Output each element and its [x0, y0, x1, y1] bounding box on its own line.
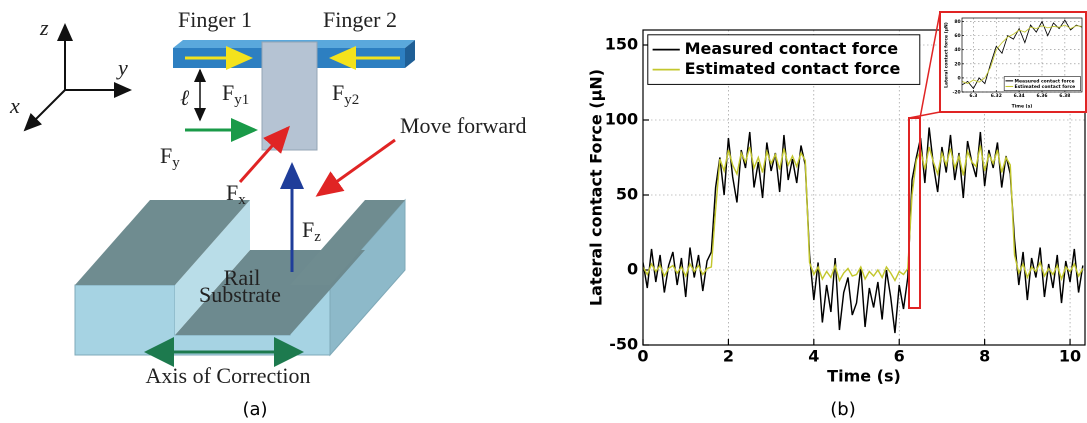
y-tick-label: 20	[954, 61, 960, 67]
substrate-top-right	[290, 200, 405, 285]
zoom-box	[908, 117, 921, 309]
x-axis-label: Time (s)	[827, 367, 901, 386]
label: F	[302, 217, 314, 242]
caption: (b)	[830, 399, 855, 420]
rail-wall	[175, 200, 250, 335]
y-axis-label: Lateral contact Force (µN)	[587, 69, 606, 306]
y-tick-label: 50	[616, 185, 638, 204]
label: z	[314, 229, 321, 245]
label: Axis of Correction	[146, 363, 311, 388]
x-tick-label: 6.38	[1059, 93, 1070, 99]
x-tick-label: 6.3	[969, 93, 977, 99]
x-tick-label: 6	[894, 347, 905, 366]
x-axis-label: Time (s)	[1012, 104, 1033, 110]
x-tick-label: 6.32	[991, 93, 1002, 99]
force-label: Fz	[302, 217, 321, 245]
force-label: Fy1	[222, 80, 249, 108]
zoom-connector	[919, 11, 941, 119]
legend-label: Estimated contact force	[685, 59, 901, 78]
label: Rail	[224, 265, 261, 290]
label: Finger 1	[178, 7, 252, 32]
plot-frame	[961, 17, 1083, 93]
label: F	[226, 180, 238, 205]
x-tick-label: 8	[979, 347, 990, 366]
y-tick-label: 40	[954, 47, 960, 53]
y-tick-label: 150	[605, 35, 638, 54]
axis-label: x	[9, 93, 20, 118]
series-line	[643, 127, 1084, 334]
legend-box	[1003, 76, 1081, 91]
label: ℓ	[180, 85, 190, 110]
label: Substrate	[199, 282, 281, 307]
label: Move forward	[400, 113, 526, 138]
series-line	[962, 24, 1082, 85]
y-tick-label: -50	[609, 335, 638, 354]
finger-side	[405, 40, 415, 68]
force-label: Fy2	[332, 80, 359, 108]
legend-label: Measured contact force	[685, 39, 899, 58]
label: F	[160, 143, 172, 168]
y-axis-label: Lateral contact force (µN)	[944, 22, 950, 88]
legend-label: Estimated contact force	[1015, 84, 1076, 90]
x-tick-label: 0	[637, 347, 648, 366]
y-tick-label: 100	[605, 110, 638, 129]
x-tick-label: 6.34	[1014, 93, 1025, 99]
axis-label: y	[116, 55, 128, 80]
series-line	[962, 19, 1082, 90]
label: Finger 2	[323, 7, 397, 32]
label: y1	[234, 92, 249, 108]
inset-plot: -20 0 20 40 60 80 6.3 6.32 6.34 6.36 6.38 Time (s) L…	[944, 17, 1083, 110]
force-label: Fy	[160, 143, 180, 171]
y-tick-label: -20	[953, 90, 961, 96]
force-label: Fx	[226, 180, 246, 208]
label: y	[172, 155, 180, 171]
label: x	[238, 192, 246, 208]
legend-label: Measured contact force	[1015, 78, 1075, 84]
axis-arrow	[23, 89, 66, 132]
probe	[261, 41, 318, 151]
y-tick-label: 0	[958, 75, 961, 81]
label: y2	[344, 92, 359, 108]
caption: (a)	[242, 399, 267, 420]
y-tick-label: 80	[954, 19, 960, 25]
diagram: z y x Finger 1 Finger 2 ℓ Fy1 Fy2 Fy Fx …	[9, 7, 526, 388]
y-tick-label: 0	[627, 260, 638, 279]
label: F	[332, 80, 344, 105]
substrate-top-left	[75, 200, 250, 285]
arrow	[315, 138, 396, 197]
x-tick-label: 4	[808, 347, 819, 366]
series-line	[643, 145, 1084, 283]
legend-box	[647, 34, 921, 85]
x-tick-label: 2	[723, 347, 734, 366]
plot-frame	[642, 29, 1086, 346]
zoom-connector	[908, 111, 941, 119]
x-tick-label: 6.36	[1036, 93, 1047, 99]
x-tick-label: 10	[1059, 347, 1081, 366]
y-tick-label: 60	[954, 33, 960, 39]
arrow	[238, 125, 290, 183]
label: F	[222, 80, 234, 105]
axis-label: z	[39, 15, 49, 40]
